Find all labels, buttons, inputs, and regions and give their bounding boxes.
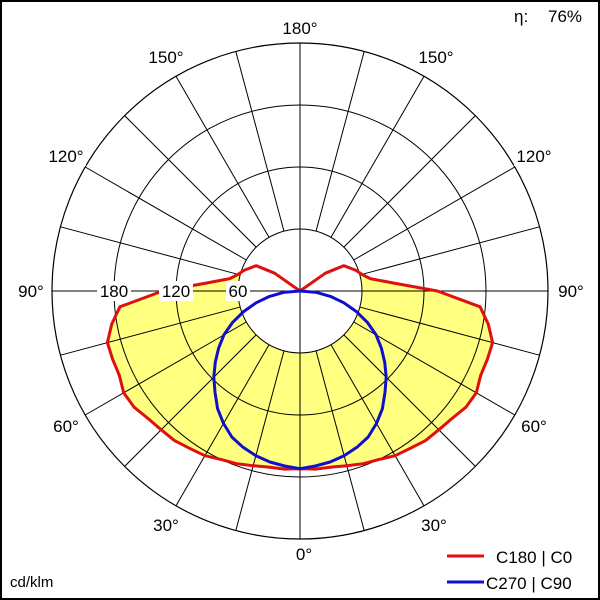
radial-label-bg: [226, 281, 250, 301]
distribution-curves: [105, 264, 495, 471]
grid-spoke: [315, 51, 365, 232]
grid-spoke: [359, 306, 540, 356]
angle-label-bg: [146, 48, 186, 67]
angle-label-bg: [150, 516, 182, 535]
angle-labels: 180° 150° 150° 120° 120° 90° 90° 60° 60° 30° 30° 0°: [15, 19, 587, 564]
angle-label-bg: [416, 48, 456, 67]
grid-spoke: [60, 226, 241, 276]
angle-label-bg: [46, 147, 86, 166]
grid-spoke: [359, 226, 540, 276]
angle-label-90-right: 90°: [558, 282, 584, 301]
angle-label-30-left: 30°: [153, 516, 179, 535]
angle-label-bg: [514, 147, 554, 166]
angle-label-bg: [50, 417, 82, 436]
legend-label-c270-c90: C270 | C90: [486, 574, 572, 593]
legend: C180 | C0 C270 | C90: [447, 548, 572, 593]
grid-spoke: [353, 166, 516, 261]
grid-spoke: [343, 334, 476, 467]
grid-spoke: [84, 321, 247, 416]
grid-spoke: [235, 51, 285, 232]
legend-label-c180-c0: C180 | C0: [496, 548, 572, 567]
radial-labels: 180 120 60: [97, 281, 250, 301]
angle-label-0: 0°: [296, 545, 312, 564]
angle-label-150-left: 150°: [148, 48, 183, 67]
radial-label-bg: [97, 281, 131, 301]
radial-label: 180: [100, 282, 128, 301]
polar-grid: [51, 42, 549, 540]
grid-spoke: [124, 334, 257, 467]
angle-label-bg: [555, 282, 587, 301]
unit-label: cd/klm: [10, 574, 53, 591]
grid-spoke: [315, 350, 365, 531]
efficiency-symbol: η:: [514, 7, 528, 26]
grid-spoke: [235, 350, 285, 531]
angle-label-bg: [518, 417, 550, 436]
grid-spoke: [60, 306, 241, 356]
angle-label-bg: [293, 545, 315, 564]
angle-label-bg: [280, 19, 320, 38]
angle-label-bg: [418, 516, 450, 535]
angle-label-30-right: 30°: [421, 516, 447, 535]
angle-label-120-left: 120°: [48, 147, 83, 166]
radial-label-bg: [159, 281, 193, 301]
grid-spoke: [175, 344, 270, 507]
angle-label-60-right: 60°: [521, 417, 547, 436]
curve-line-c270-c90: [212, 289, 388, 471]
grid-spoke: [343, 115, 476, 248]
grid-spoke: [330, 75, 425, 238]
grid-spoke: [175, 75, 270, 238]
angle-label-60-left: 60°: [53, 417, 79, 436]
grid-spoke: [84, 166, 247, 261]
efficiency-value: 76%: [548, 7, 582, 26]
grid-spoke: [330, 344, 425, 507]
radial-label: 120: [162, 282, 190, 301]
grid-spoke: [353, 321, 516, 416]
angle-label-150-right: 150°: [418, 48, 453, 67]
angle-label-bg: [15, 282, 47, 301]
angle-label-180: 180°: [282, 19, 317, 38]
angle-label-90-left: 90°: [18, 282, 44, 301]
grid-spoke: [124, 115, 257, 248]
angle-label-120-right: 120°: [516, 147, 551, 166]
radial-label: 60: [229, 282, 248, 301]
